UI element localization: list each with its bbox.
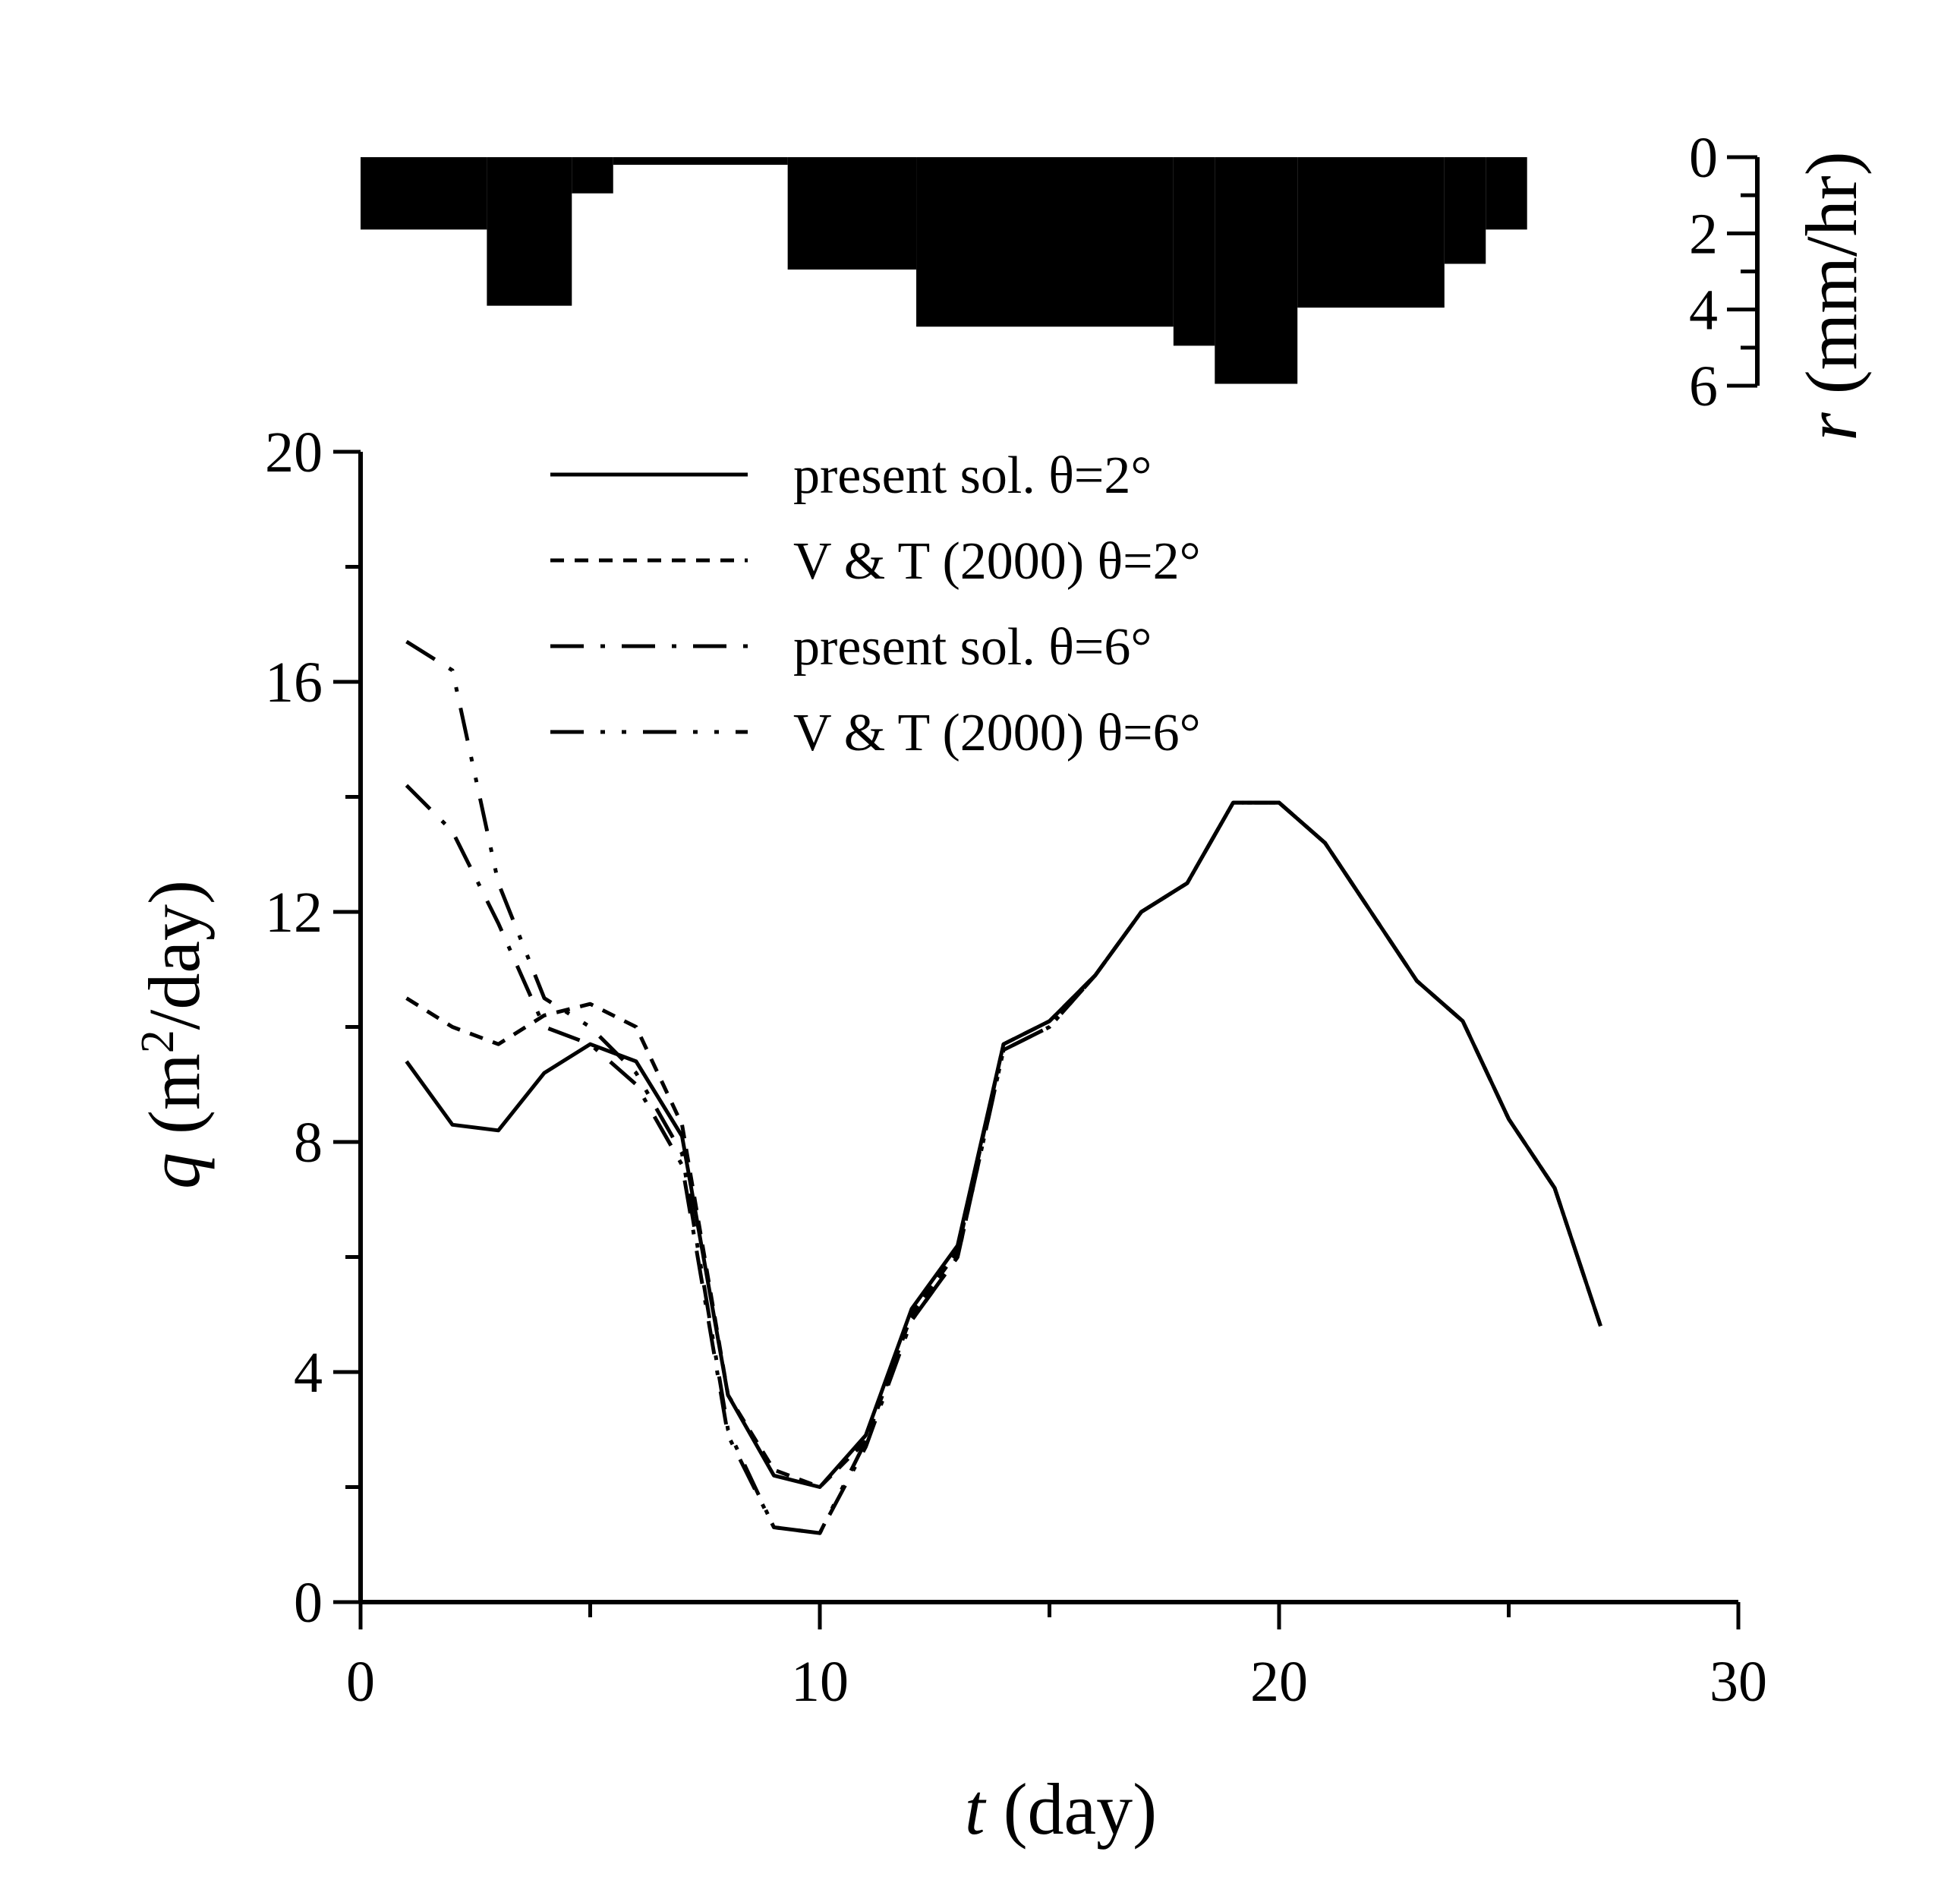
rain-y-tick-label-2: 2 <box>1689 202 1718 266</box>
rain-bar-1 <box>487 157 572 306</box>
series-line-2 <box>405 784 1602 1535</box>
y-tick-label-12: 12 <box>265 881 323 945</box>
x-tick-label-30: 30 <box>1709 1650 1767 1714</box>
discharge-axes: 0 4 8 12 16 20 0 10 20 30 <box>265 421 1767 1714</box>
legend-label-1: V & T (2000) θ=2° <box>793 532 1201 591</box>
rain-bar-4 <box>787 157 917 270</box>
y-axis-title-unit: (m <box>134 1053 215 1153</box>
y-tick-label-16: 16 <box>265 651 323 714</box>
discharge-series <box>405 639 1602 1535</box>
rain-axis-title-unit: (mm/hr) <box>1791 151 1872 412</box>
rainfall-axis: 0 2 4 6 <box>1689 126 1760 418</box>
series-line-0 <box>405 800 1602 1489</box>
rainfall-bars <box>361 157 1527 384</box>
x-tick-label-20: 20 <box>1250 1650 1308 1714</box>
legend-label-3: V & T (2000) θ=6° <box>793 704 1201 762</box>
rain-axis-title-variable: r <box>1791 412 1872 441</box>
rain-bar-7 <box>1215 157 1298 384</box>
y-axis-title-superscript: 2 <box>132 1030 184 1053</box>
legend-label-0: present sol. θ=2° <box>793 446 1152 505</box>
series-line-1 <box>405 800 1602 1489</box>
rain-bar-3 <box>613 157 788 166</box>
x-axis-title: t (day) <box>965 1768 1157 1850</box>
x-tick-label-0: 0 <box>346 1650 375 1714</box>
series-line-3 <box>405 639 1602 1535</box>
rain-bar-10 <box>1486 157 1527 230</box>
y-axis-title: q (m2/day) <box>132 880 215 1189</box>
y-axis-title-unit-rest: /day) <box>134 880 215 1030</box>
x-axis-title-variable: t <box>965 1768 987 1850</box>
rain-bar-8 <box>1297 157 1445 308</box>
y-tick-label-4: 4 <box>294 1341 323 1405</box>
y-tick-label-8: 8 <box>294 1111 323 1175</box>
rain-bar-6 <box>1173 157 1215 346</box>
rain-y-tick-label-0: 0 <box>1689 126 1718 190</box>
rain-bar-0 <box>361 157 487 230</box>
legend: present sol. θ=2° V & T (2000) θ=2° presen… <box>550 446 1201 762</box>
rain-bar-5 <box>916 157 1174 327</box>
rain-y-tick-label-4: 4 <box>1689 279 1718 342</box>
rain-bar-2 <box>572 157 613 194</box>
x-axis-title-unit: (day) <box>985 1768 1158 1850</box>
legend-label-2: present sol. θ=6° <box>793 618 1152 677</box>
rain-axis-title: r (mm/hr) <box>1791 151 1872 440</box>
y-tick-label-0: 0 <box>294 1571 323 1635</box>
y-axis-title-variable: q <box>134 1153 215 1189</box>
y-tick-label-20: 20 <box>265 421 323 484</box>
rain-bar-9 <box>1444 157 1486 264</box>
rain-y-tick-label-6: 6 <box>1689 355 1718 418</box>
axis-titles: t (day)q (m2/day)r (mm/hr) <box>132 151 1872 1850</box>
x-tick-label-10: 10 <box>791 1650 849 1714</box>
